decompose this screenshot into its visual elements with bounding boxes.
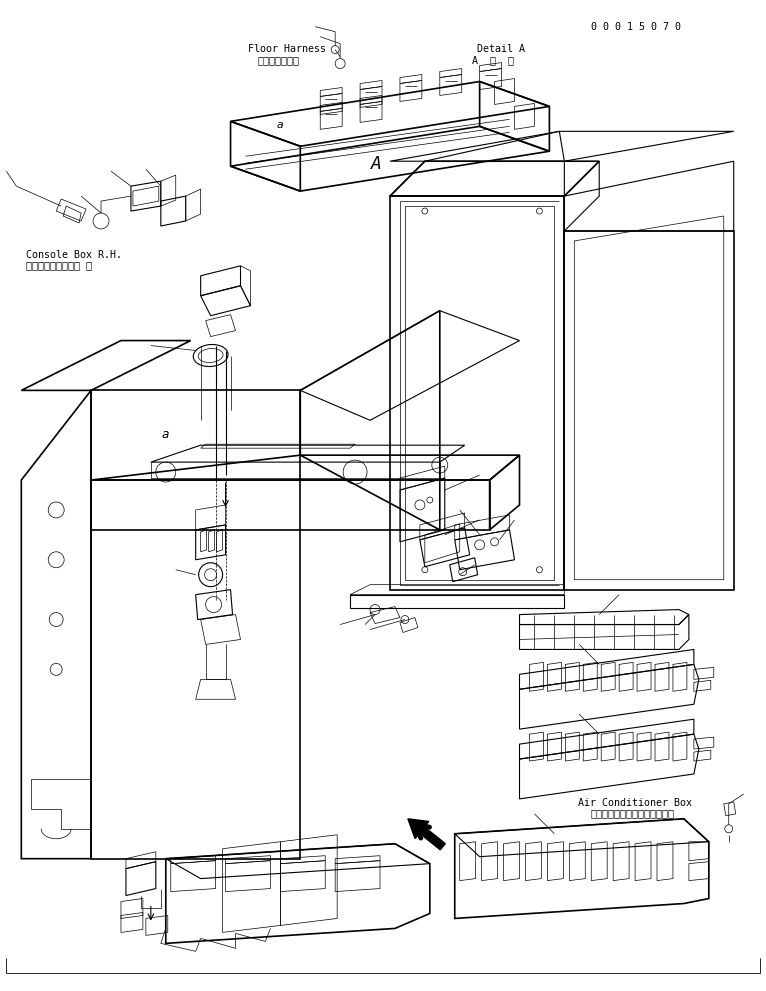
Text: Floor Harness: Floor Harness (248, 45, 326, 55)
Text: フロアハーネス: フロアハーネス (257, 55, 299, 65)
Text: コンソールボックス 右: コンソールボックス 右 (26, 261, 92, 271)
FancyArrow shape (408, 819, 445, 850)
Text: Air Conditioner Box: Air Conditioner Box (578, 798, 692, 808)
Text: エアーコンディショナボックス: エアーコンディショナボックス (591, 809, 675, 819)
Text: a: a (162, 428, 169, 441)
Text: A: A (371, 155, 381, 172)
Text: Detail A: Detail A (477, 45, 525, 55)
Text: Console Box R.H.: Console Box R.H. (26, 250, 122, 260)
Text: 0 0 0 1 5 0 7 0: 0 0 0 1 5 0 7 0 (591, 22, 681, 32)
Text: A  詳  細: A 詳 細 (473, 55, 514, 65)
Text: a: a (277, 120, 283, 130)
